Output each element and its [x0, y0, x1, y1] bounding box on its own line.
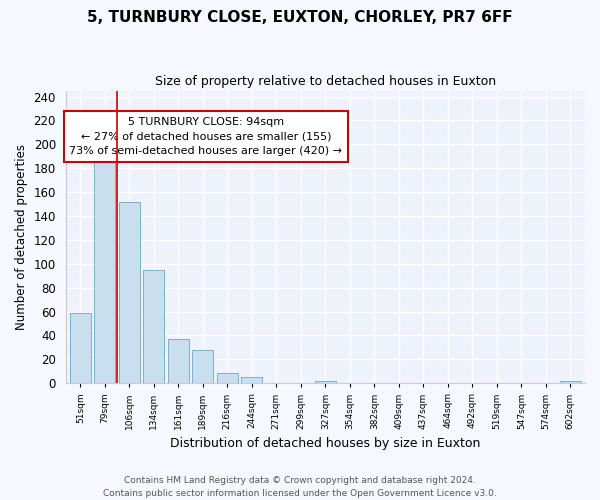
- Bar: [217, 372, 238, 384]
- Bar: [168, 339, 189, 384]
- Bar: [193, 350, 213, 384]
- Bar: [70, 313, 91, 384]
- Bar: [560, 381, 581, 384]
- Bar: [315, 381, 336, 384]
- Text: Contains HM Land Registry data © Crown copyright and database right 2024.
Contai: Contains HM Land Registry data © Crown c…: [103, 476, 497, 498]
- Bar: [94, 161, 115, 384]
- Text: 5 TURNBURY CLOSE: 94sqm
← 27% of detached houses are smaller (155)
73% of semi-d: 5 TURNBURY CLOSE: 94sqm ← 27% of detache…: [70, 117, 343, 156]
- Title: Size of property relative to detached houses in Euxton: Size of property relative to detached ho…: [155, 75, 496, 88]
- Y-axis label: Number of detached properties: Number of detached properties: [15, 144, 28, 330]
- Bar: [143, 270, 164, 384]
- X-axis label: Distribution of detached houses by size in Euxton: Distribution of detached houses by size …: [170, 437, 481, 450]
- Bar: [119, 202, 140, 384]
- Bar: [241, 378, 262, 384]
- Text: 5, TURNBURY CLOSE, EUXTON, CHORLEY, PR7 6FF: 5, TURNBURY CLOSE, EUXTON, CHORLEY, PR7 …: [87, 10, 513, 25]
